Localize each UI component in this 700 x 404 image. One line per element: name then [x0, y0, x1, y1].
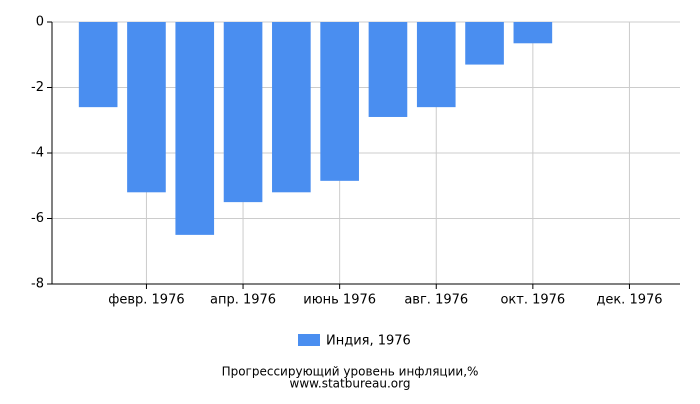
x-tick-label: июнь 1976	[303, 293, 376, 308]
bar	[465, 22, 504, 65]
bar	[223, 22, 263, 203]
x-tick-label: авг. 1976	[404, 293, 468, 308]
legend-label: Индия, 1976	[326, 334, 411, 349]
y-tick-label: -2	[31, 80, 44, 95]
bar	[513, 22, 553, 44]
bar	[368, 22, 408, 117]
x-tick-label: дек. 1976	[596, 293, 662, 308]
y-tick-label: 0	[36, 15, 44, 30]
y-tick-label: -6	[31, 211, 44, 226]
bar	[127, 22, 166, 193]
bar	[416, 22, 456, 108]
x-tick-label: окт. 1976	[500, 293, 565, 308]
y-tick-label: -4	[31, 146, 44, 161]
x-tick-label: февр. 1976	[108, 293, 184, 308]
bar	[320, 22, 359, 181]
bar	[175, 22, 215, 235]
bar	[78, 22, 118, 108]
chart-title: Прогрессирующий уровень инфляции,%	[222, 365, 479, 379]
y-tick-label: -8	[31, 277, 44, 292]
chart-subtitle: www.statbureau.org	[290, 377, 411, 391]
bar	[272, 22, 311, 193]
x-tick-label: апр. 1976	[210, 293, 276, 308]
legend-swatch	[298, 334, 320, 346]
